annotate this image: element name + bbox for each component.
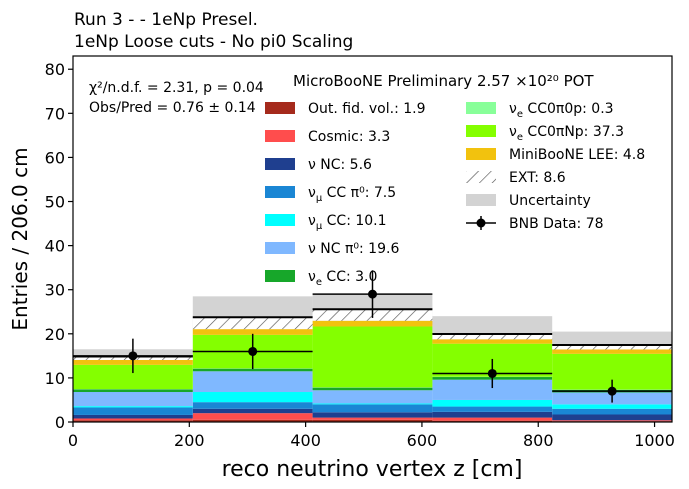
stacked-bars — [73, 308, 672, 422]
legend-data-marker — [476, 218, 486, 228]
stack-bar-segment — [312, 387, 433, 391]
legend-label: νμ CC π⁰: 7.5 — [308, 185, 396, 204]
stack-bar-segment — [312, 326, 433, 388]
legend-label: ν NC: 5.6 — [308, 157, 372, 173]
legend-label: Uncertainty — [509, 193, 591, 209]
legend-swatch — [466, 171, 496, 183]
chi2-annotation: χ²/n.d.f. = 2.31, p = 0.04 — [89, 80, 264, 96]
stack-bar-segment — [552, 404, 672, 409]
y-tick-label: 20 — [45, 325, 65, 344]
stack-bar-segment — [73, 414, 193, 419]
stack-bar-segment — [312, 419, 433, 422]
stack-bar-segment — [73, 392, 193, 407]
data-points — [73, 270, 672, 403]
data-point — [487, 368, 497, 378]
plot-frame — [72, 55, 673, 423]
legend-label: Cosmic: 3.3 — [308, 129, 390, 145]
legend-label: EXT: 8.6 — [509, 170, 566, 186]
y-tick-label: 50 — [45, 193, 65, 212]
stack-bar-segment — [312, 403, 433, 405]
legend-swatch — [466, 102, 496, 114]
legend-label: νμ CC: 10.1 — [308, 213, 387, 232]
chart-title-line-1: Run 3 - - 1eNp Presel. — [74, 10, 258, 30]
data-point — [128, 351, 138, 361]
stack-bar-segment — [192, 419, 313, 422]
legend-swatch — [466, 148, 496, 160]
stack-bar-segment — [192, 371, 313, 393]
legend-swatch — [265, 270, 295, 282]
stack-bar-segment — [192, 317, 313, 330]
x-tick-label: 400 — [290, 431, 321, 450]
stack-bar-segment — [73, 389, 193, 393]
y-tick-label: 70 — [45, 104, 65, 123]
stack-bar-segment — [432, 399, 553, 407]
legend-label: νe CC0πNp: 37.3 — [509, 124, 624, 143]
stack-bar-segment — [73, 406, 193, 408]
y-axis-ticks: 0 10 20 30 40 50 60 70 80 — [45, 60, 73, 432]
data-point — [607, 386, 617, 396]
chart-title-line-2: 1eNp Loose cuts - No pi0 Scaling — [74, 32, 353, 52]
legend-label: Out. fid. vol.: 1.9 — [308, 101, 426, 117]
data-point — [248, 346, 258, 356]
legend-label: ν NC π⁰: 19.6 — [308, 241, 399, 257]
y-tick-label: 80 — [45, 60, 65, 79]
stack-bar-segment — [192, 402, 313, 409]
legend-swatch — [265, 214, 295, 226]
stack-bar-segment — [312, 417, 433, 420]
legend: Out. fid. vol.: 1.9 Cosmic: 3.3 ν NC: 5.6 ν… — [265, 101, 645, 288]
x-tick-label: 200 — [174, 431, 205, 450]
legend-swatch — [466, 194, 496, 206]
x-tick-label: 1000 — [634, 431, 675, 450]
stack-bar-segment — [552, 420, 672, 422]
legend-swatch — [265, 242, 295, 254]
legend-swatch — [265, 158, 295, 170]
data-point — [368, 289, 377, 299]
x-axis-label: reco neutrino vertex z [cm] — [222, 457, 523, 482]
stack-bar-segment — [432, 417, 553, 421]
stack-bar-segment — [192, 413, 313, 420]
stack-bar-segment — [432, 379, 553, 400]
stack-bar-segment — [312, 320, 433, 327]
x-tick-label: 600 — [407, 431, 438, 450]
stack-bar-segment — [552, 408, 672, 415]
stack-bar-segment — [432, 411, 553, 418]
x-tick-label: 800 — [523, 431, 554, 450]
stack-bar-segment — [192, 329, 313, 335]
stack-bar-segment — [73, 420, 193, 422]
y-tick-label: 10 — [45, 369, 65, 388]
stack-bar-segment — [552, 349, 672, 354]
y-axis-label: Entries / 206.0 cm — [8, 147, 32, 330]
stack-bar-segment — [312, 390, 433, 404]
stack-bar-segment — [432, 420, 553, 422]
x-tick-label: 0 — [68, 431, 78, 450]
stack-bar-segment — [73, 407, 193, 415]
y-tick-label: 40 — [45, 237, 65, 256]
y-tick-label: 0 — [55, 413, 65, 432]
stack-bar-segment — [552, 345, 672, 350]
preliminary-annotation: MicroBooNE Preliminary 2.57 ×10²⁰ POT — [293, 72, 594, 90]
legend-label: BNB Data: 78 — [509, 216, 604, 232]
legend-swatch — [265, 186, 295, 198]
stack-bar-segment — [432, 339, 553, 344]
stack-bar-segment — [312, 412, 433, 418]
legend-swatch — [265, 102, 295, 114]
legend-swatch — [466, 125, 496, 137]
legend-label: νe CC: 3.0 — [308, 269, 377, 288]
legend-swatch — [265, 130, 295, 142]
stack-bar-segment — [432, 406, 553, 412]
stack-bar-segment — [192, 408, 313, 414]
legend-label: νe CC0π0p: 0.3 — [509, 101, 614, 120]
y-tick-label: 60 — [45, 148, 65, 167]
stack-bar-segment — [192, 368, 313, 372]
stack-bar-segment — [312, 404, 433, 413]
legend-label: MiniBooNE LEE: 4.8 — [509, 147, 645, 163]
y-tick-label: 30 — [45, 281, 65, 300]
stack-bar-segment — [192, 392, 313, 403]
obs-pred-annotation: Obs/Pred = 0.76 ± 0.14 — [89, 100, 256, 116]
stack-bar-segment — [432, 333, 553, 340]
stack-bar-segment — [73, 418, 193, 421]
stack-bar-segment — [552, 414, 672, 421]
x-axis-ticks: 0 200 400 600 800 1000 — [68, 422, 675, 450]
